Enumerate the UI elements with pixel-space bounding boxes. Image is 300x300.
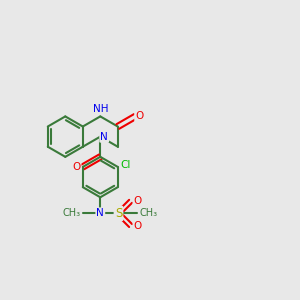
Text: CH₃: CH₃ [63, 208, 81, 218]
Text: N: N [100, 132, 108, 142]
Text: S: S [115, 207, 122, 220]
Text: O: O [135, 111, 144, 122]
Text: NH: NH [92, 104, 108, 114]
Text: Cl: Cl [121, 160, 131, 170]
Text: O: O [134, 220, 142, 231]
Text: CH₃: CH₃ [139, 208, 157, 218]
Text: O: O [134, 196, 142, 206]
Text: O: O [72, 162, 80, 172]
Text: N: N [96, 208, 104, 218]
